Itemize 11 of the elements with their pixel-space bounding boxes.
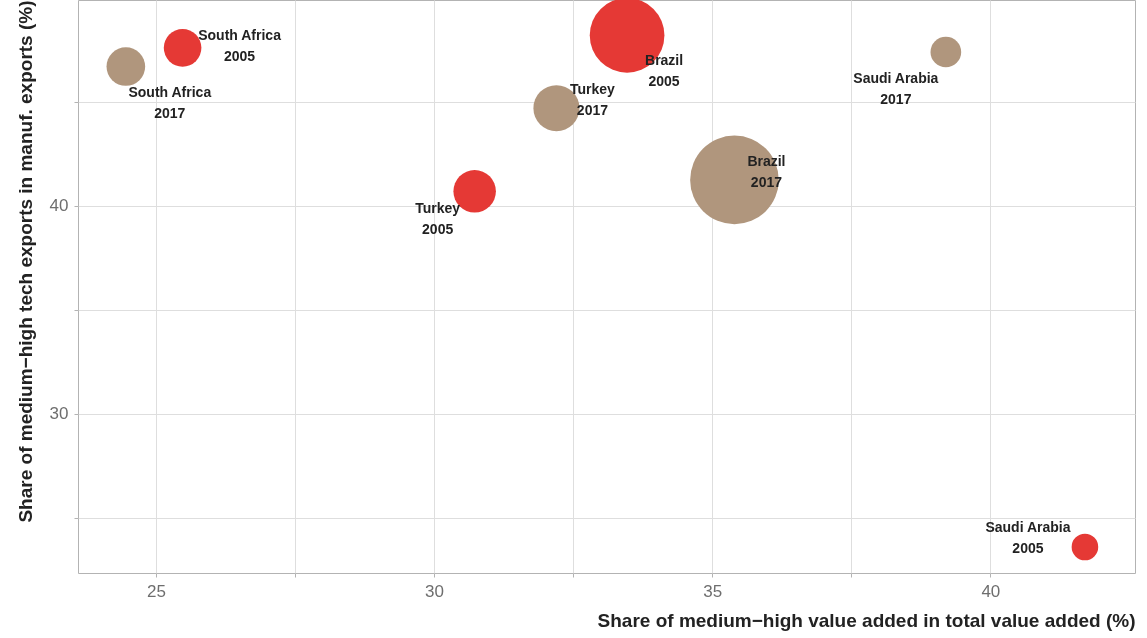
- x-tick-label: 30: [425, 581, 444, 601]
- x-tick-label: 25: [146, 581, 166, 601]
- x-tick-label: 40: [981, 581, 1001, 601]
- annotation: South Africa 2005: [198, 26, 282, 64]
- annotation: Turkey 2005: [415, 200, 461, 238]
- annotation: Saudi Arabia 2005: [985, 519, 1071, 556]
- x-tick-label: 35: [703, 581, 723, 601]
- x-axis-title: Share of medium−high value added in total value added (%): [597, 609, 1136, 631]
- annotation: South Africa 2017: [128, 83, 212, 121]
- annotation: Saudi Arabia 2017: [853, 70, 939, 107]
- y-axis-title: Share of medium−high tech exports in manuf. exports (%): [14, 0, 36, 523]
